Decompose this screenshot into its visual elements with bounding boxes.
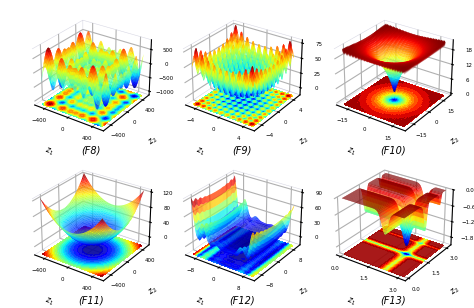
Title: (F8): (F8) [81, 146, 100, 156]
Title: (F10): (F10) [380, 146, 405, 156]
Title: (F11): (F11) [78, 296, 104, 306]
Y-axis label: $z_2$: $z_2$ [297, 135, 311, 148]
Y-axis label: $z_2$: $z_2$ [297, 285, 311, 298]
X-axis label: $z_1$: $z_1$ [345, 295, 357, 308]
Y-axis label: $z_2$: $z_2$ [448, 135, 462, 148]
X-axis label: $z_1$: $z_1$ [345, 145, 357, 158]
Title: (F12): (F12) [229, 296, 255, 306]
X-axis label: $z_1$: $z_1$ [43, 145, 55, 158]
X-axis label: $z_1$: $z_1$ [194, 145, 206, 158]
X-axis label: $z_1$: $z_1$ [43, 295, 55, 308]
Y-axis label: $z_2$: $z_2$ [146, 135, 160, 148]
Y-axis label: $z_2$: $z_2$ [146, 285, 160, 298]
Y-axis label: $z_2$: $z_2$ [448, 285, 462, 298]
Title: (F9): (F9) [232, 146, 251, 156]
X-axis label: $z_1$: $z_1$ [194, 295, 206, 308]
Title: (F13): (F13) [380, 296, 405, 306]
